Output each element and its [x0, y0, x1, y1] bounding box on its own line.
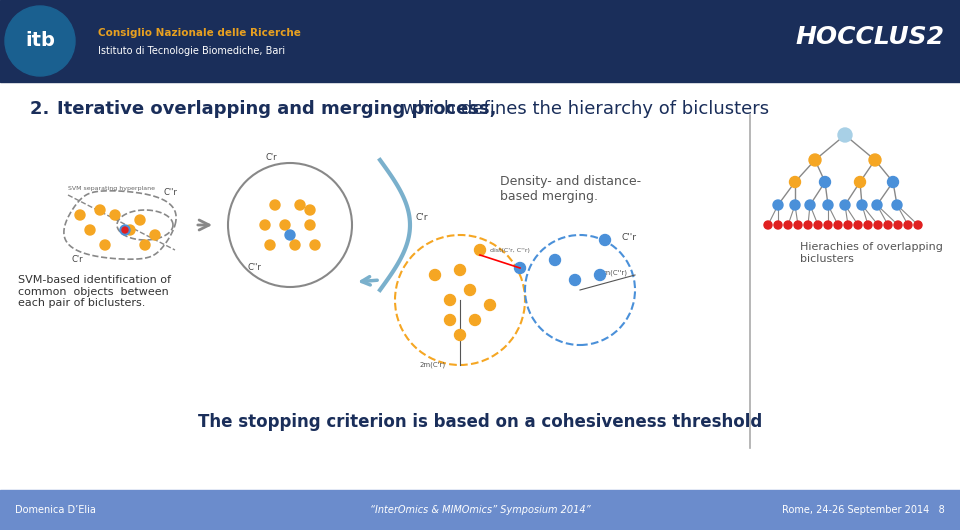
- Circle shape: [838, 128, 852, 142]
- Circle shape: [305, 205, 315, 215]
- Circle shape: [444, 314, 455, 325]
- Circle shape: [864, 221, 872, 229]
- Circle shape: [892, 200, 902, 210]
- Text: Domenica D’Elia: Domenica D’Elia: [15, 505, 96, 515]
- Circle shape: [823, 200, 833, 210]
- Circle shape: [805, 200, 815, 210]
- Circle shape: [85, 225, 95, 235]
- Circle shape: [569, 275, 581, 286]
- Circle shape: [764, 221, 772, 229]
- Circle shape: [789, 176, 801, 188]
- Circle shape: [454, 264, 466, 276]
- Circle shape: [125, 225, 135, 235]
- Circle shape: [774, 221, 782, 229]
- Circle shape: [260, 220, 270, 230]
- Circle shape: [874, 221, 882, 229]
- Text: The stopping criterion is based on a cohesiveness threshold: The stopping criterion is based on a coh…: [198, 413, 762, 431]
- Text: C''r: C''r: [163, 188, 177, 197]
- Circle shape: [95, 205, 105, 215]
- Circle shape: [465, 285, 475, 296]
- Bar: [0, 0, 960, 82]
- Circle shape: [904, 221, 912, 229]
- Circle shape: [429, 269, 441, 280]
- Circle shape: [794, 221, 802, 229]
- Circle shape: [280, 220, 290, 230]
- Circle shape: [884, 221, 892, 229]
- Circle shape: [444, 295, 455, 305]
- Circle shape: [265, 240, 275, 250]
- Circle shape: [773, 200, 783, 210]
- Circle shape: [295, 200, 305, 210]
- Circle shape: [515, 262, 525, 273]
- Text: Rome, 24-26 September 2014   8: Rome, 24-26 September 2014 8: [782, 505, 945, 515]
- Circle shape: [285, 230, 295, 240]
- Text: Hierachies of overlapping
biclusters: Hierachies of overlapping biclusters: [800, 242, 943, 263]
- Circle shape: [100, 240, 110, 250]
- Circle shape: [854, 221, 862, 229]
- Circle shape: [485, 299, 495, 311]
- Circle shape: [310, 240, 320, 250]
- Circle shape: [834, 221, 842, 229]
- Text: which defines the hierarchy of biclusters: which defines the hierarchy of bicluster…: [397, 100, 769, 118]
- Text: Density- and distance-
based merging.: Density- and distance- based merging.: [500, 175, 641, 203]
- Circle shape: [135, 215, 145, 225]
- Text: C'r: C'r: [265, 153, 276, 162]
- Circle shape: [790, 200, 800, 210]
- Circle shape: [872, 200, 882, 210]
- Circle shape: [804, 221, 812, 229]
- Text: SVM-based identification of
common  objects  between
each pair of biclusters.: SVM-based identification of common objec…: [18, 275, 171, 308]
- Text: 2m(C'r): 2m(C'r): [420, 362, 446, 368]
- Text: HOCCLUS2: HOCCLUS2: [796, 25, 945, 49]
- Circle shape: [469, 314, 481, 325]
- Circle shape: [140, 240, 150, 250]
- Circle shape: [474, 244, 486, 255]
- Bar: [0, 490, 960, 530]
- Text: C''r: C''r: [248, 263, 262, 272]
- Circle shape: [824, 221, 832, 229]
- Circle shape: [784, 221, 792, 229]
- Circle shape: [75, 210, 85, 220]
- Circle shape: [854, 176, 866, 188]
- Text: itb: itb: [25, 31, 55, 50]
- Text: Istituto di Tecnologie Biomediche, Bari: Istituto di Tecnologie Biomediche, Bari: [98, 46, 285, 56]
- Circle shape: [857, 200, 867, 210]
- Circle shape: [454, 330, 466, 340]
- Circle shape: [814, 221, 822, 229]
- Text: 2m(C''r): 2m(C''r): [600, 270, 628, 277]
- Circle shape: [122, 227, 128, 233]
- Circle shape: [809, 154, 821, 166]
- Circle shape: [549, 254, 561, 266]
- Circle shape: [820, 176, 830, 188]
- Circle shape: [5, 6, 75, 76]
- Circle shape: [894, 221, 902, 229]
- Text: C''r: C''r: [622, 233, 637, 242]
- Text: 2.: 2.: [30, 100, 68, 118]
- Text: “InterOmics & MIMOmics” Symposium 2014”: “InterOmics & MIMOmics” Symposium 2014”: [370, 505, 590, 515]
- Circle shape: [887, 176, 899, 188]
- Circle shape: [110, 210, 120, 220]
- Text: dist(C'r, C''r): dist(C'r, C''r): [490, 248, 530, 253]
- Circle shape: [150, 230, 160, 240]
- Text: C'r: C'r: [415, 213, 427, 222]
- Text: C'r: C'r: [72, 255, 84, 264]
- Text: Consiglio Nazionale delle Ricerche: Consiglio Nazionale delle Ricerche: [98, 28, 300, 38]
- Circle shape: [594, 269, 606, 280]
- Circle shape: [840, 200, 850, 210]
- Circle shape: [914, 221, 922, 229]
- Circle shape: [305, 220, 315, 230]
- Circle shape: [120, 225, 130, 235]
- Circle shape: [290, 240, 300, 250]
- Circle shape: [844, 221, 852, 229]
- Circle shape: [869, 154, 881, 166]
- Circle shape: [270, 200, 280, 210]
- Text: SVM separating hyperplane: SVM separating hyperplane: [68, 186, 155, 191]
- Circle shape: [599, 234, 611, 245]
- Text: Iterative overlapping and merging process,: Iterative overlapping and merging proces…: [57, 100, 496, 118]
